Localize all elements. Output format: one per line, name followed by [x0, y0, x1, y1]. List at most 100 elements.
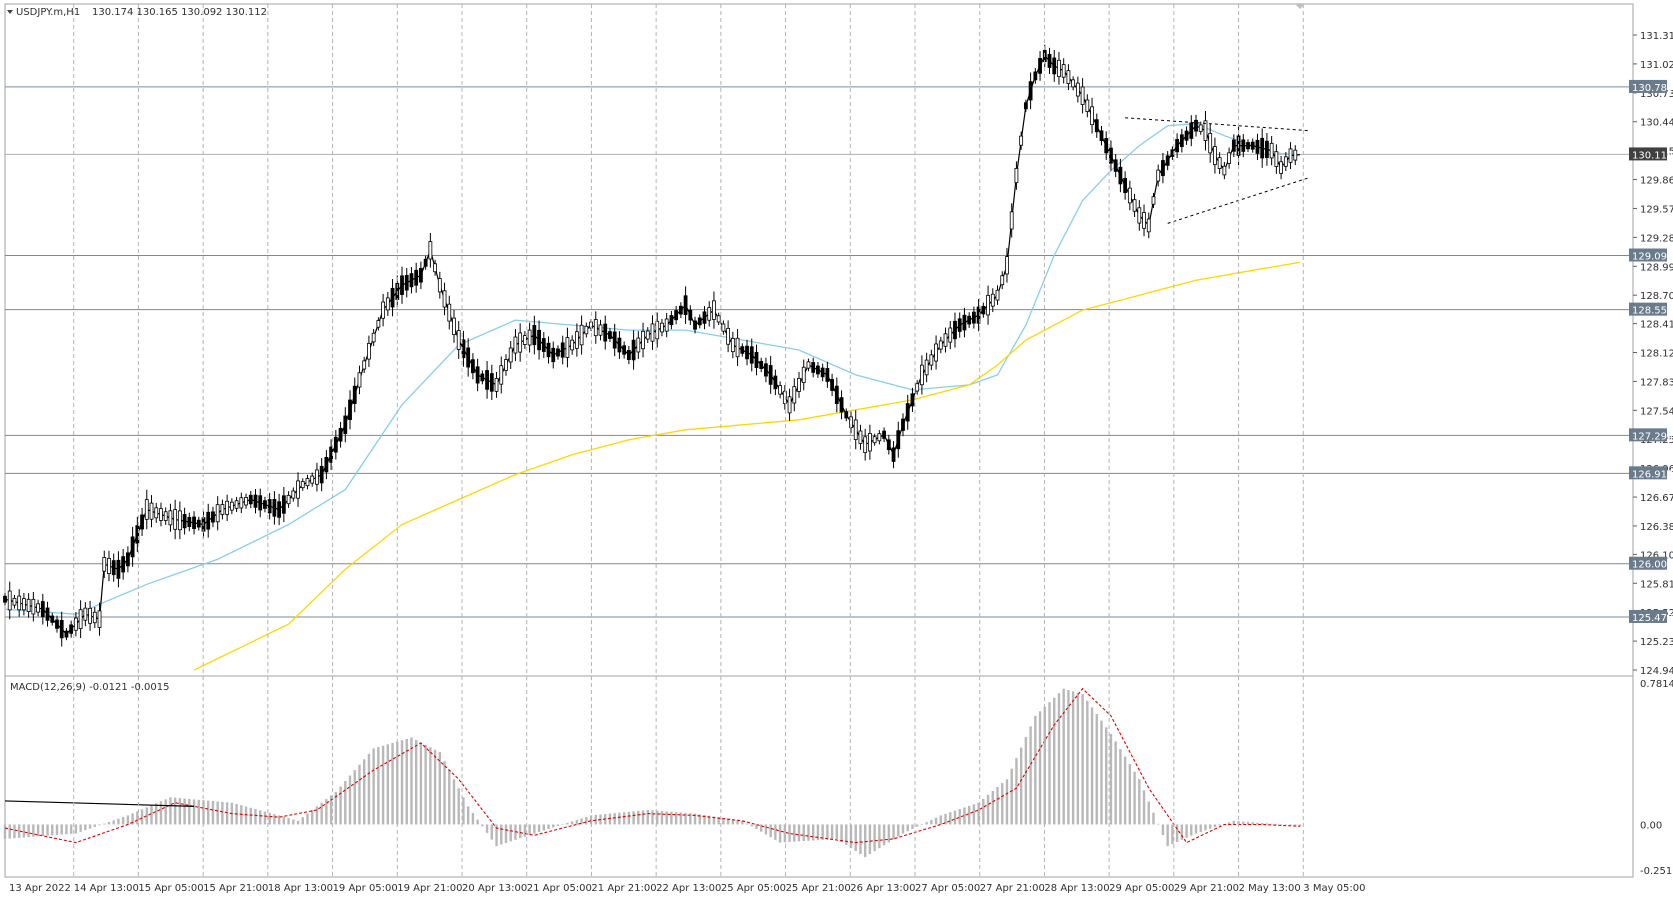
macd-histogram-bar — [1232, 820, 1236, 825]
candle-body — [83, 607, 88, 621]
candle-body — [504, 359, 508, 371]
macd-histogram-bar — [27, 824, 30, 838]
candle-body — [522, 335, 527, 345]
candle-body — [348, 399, 352, 420]
candle-body — [111, 560, 116, 576]
candle-body — [1109, 147, 1113, 164]
candle-body — [1288, 148, 1293, 163]
macd-histogram-bar — [930, 819, 933, 825]
macd-histogram-bar — [996, 787, 999, 825]
candle-body — [1052, 57, 1057, 75]
candle-body — [816, 365, 820, 375]
candle-body — [702, 311, 707, 324]
level-price-tag — [1629, 302, 1667, 316]
candle-body — [688, 309, 693, 321]
macd-plot-area — [3, 687, 1302, 858]
candle-body — [277, 501, 282, 518]
level-price-tag — [1629, 556, 1667, 570]
macd-histogram-bar — [367, 753, 371, 825]
candle-body — [645, 330, 650, 340]
macd-histogram-bar — [1119, 749, 1122, 825]
macd-histogram-bar — [518, 824, 522, 839]
candle-body — [187, 516, 192, 527]
candle-body — [834, 385, 839, 404]
level-price-label: 127.294 — [1632, 431, 1673, 442]
candle-body — [882, 430, 886, 439]
macd-histogram-bar — [150, 805, 153, 825]
macd-histogram-bar — [703, 815, 706, 825]
macd-histogram-bar — [963, 807, 966, 825]
macd-histogram-bar — [608, 813, 612, 825]
macd-histogram-bar — [1260, 823, 1264, 825]
price-tick-label: 125.810 — [1640, 579, 1673, 590]
macd-histogram-bar — [140, 809, 144, 825]
time-tick-label: 22 Apr 13:00 — [656, 883, 721, 894]
candle-body — [868, 433, 872, 452]
candle-body — [1094, 119, 1099, 133]
macd-histogram-bar — [509, 824, 512, 842]
candle-body — [532, 325, 537, 346]
macd-histogram-bar — [414, 739, 418, 825]
macd-histogram-bar — [490, 824, 494, 840]
candle-body — [1104, 138, 1109, 154]
macd-histogram-bar — [334, 791, 338, 825]
macd-histogram-bar — [344, 781, 347, 825]
macd-histogram-bar — [386, 744, 390, 825]
macd-histogram-bar — [221, 801, 224, 825]
macd-histogram-bar — [991, 790, 994, 825]
candle-body — [97, 610, 102, 628]
macd-histogram-bar — [1015, 758, 1018, 825]
scroll-marker-icon[interactable] — [1295, 4, 1305, 9]
macd-histogram-bar — [986, 794, 990, 825]
macd-histogram-bar — [1067, 690, 1070, 825]
candle-body — [1165, 155, 1170, 166]
macd-histogram-bar — [1204, 824, 1207, 831]
macd-histogram-bar — [500, 824, 503, 845]
macd-histogram-bar — [736, 820, 739, 825]
macd-histogram-bar — [745, 823, 749, 825]
macd-histogram-bar — [1128, 764, 1132, 825]
candle-body — [229, 501, 234, 511]
chevron-down-icon[interactable] — [7, 10, 13, 14]
candle-body — [55, 619, 59, 629]
candle-body — [1066, 70, 1071, 84]
macd-histogram-bar — [315, 806, 319, 825]
candle-body — [693, 320, 697, 330]
macd-histogram-bar — [216, 801, 219, 825]
macd-histogram-bar — [93, 824, 96, 827]
candle-body — [31, 598, 36, 615]
candle-body — [78, 609, 83, 630]
candle-body — [300, 481, 305, 489]
macd-histogram-bar — [845, 824, 848, 845]
candle-body — [716, 315, 721, 323]
macd-histogram-bar — [585, 816, 588, 825]
candle-body — [1085, 99, 1090, 112]
macd-label: MACD(12,26,9) -0.0121 -0.0015 — [10, 682, 170, 693]
candle-body — [797, 377, 801, 392]
macd-histogram-bar — [1185, 824, 1188, 838]
candle-body — [1269, 142, 1274, 159]
macd-histogram-bar — [1256, 822, 1259, 825]
candle-body — [1090, 106, 1094, 126]
time-tick-label: 21 Apr 05:00 — [527, 883, 592, 894]
macd-histogram-bar — [793, 824, 796, 842]
macd-histogram-bar — [859, 824, 862, 855]
candle-body — [778, 385, 783, 395]
candle-body — [830, 378, 834, 391]
macd-histogram-bar — [462, 797, 465, 825]
macd-histogram-bar — [1218, 824, 1221, 826]
candle-body — [414, 269, 419, 286]
candle-body — [806, 361, 811, 369]
candle-body — [905, 403, 910, 422]
current-price-label: 130.112 — [1632, 150, 1673, 161]
candle-body — [390, 287, 395, 308]
candle-body — [376, 320, 381, 328]
macd-histogram-bar — [717, 817, 720, 825]
candle-body — [1246, 142, 1250, 150]
macd-histogram-bar — [301, 817, 304, 825]
macd-histogram-bar — [731, 819, 735, 825]
time-tick-label: 19 Apr 21:00 — [397, 883, 462, 894]
candle-body — [541, 338, 546, 352]
candle-body — [655, 320, 660, 340]
macd-histogram-bar — [405, 738, 408, 825]
